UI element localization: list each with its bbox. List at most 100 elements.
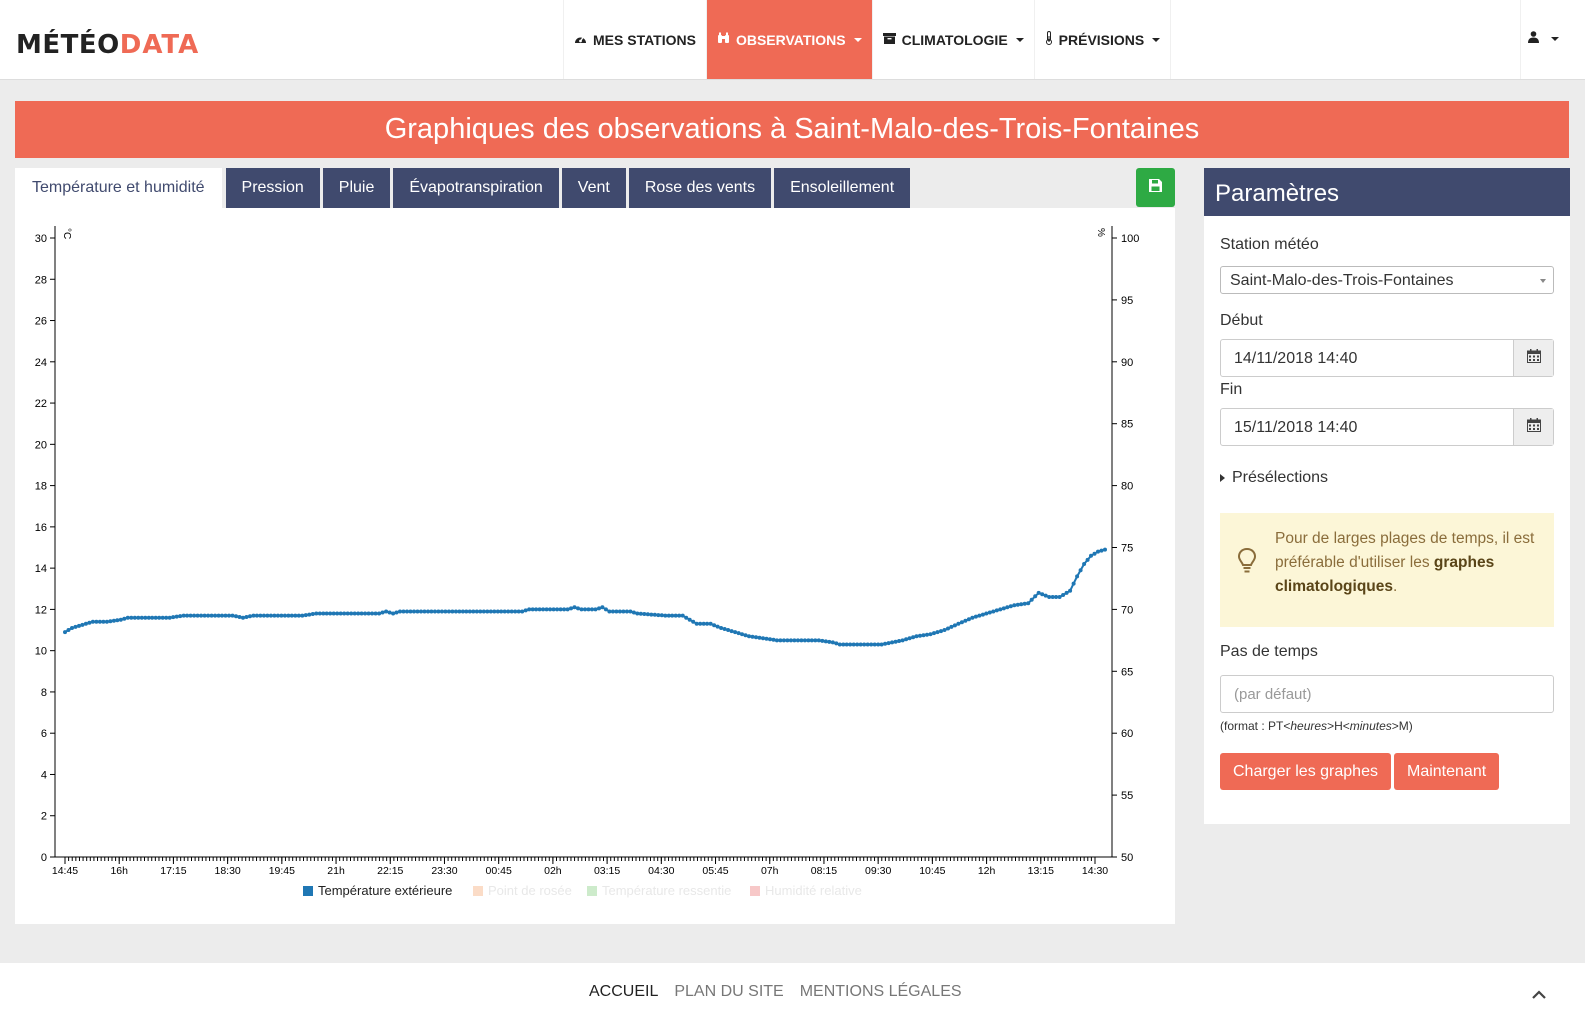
right-axis-tick-label: 75 xyxy=(1121,543,1133,555)
series-point-temperature-exterieure xyxy=(317,611,322,616)
series-point-temperature-exterieure xyxy=(234,614,238,619)
series-point-temperature-exterieure xyxy=(199,613,204,618)
series-point-temperature-exterieure xyxy=(80,622,85,627)
tab-temperature-humidite[interactable]: Température et humidité xyxy=(15,168,222,208)
preselections-toggle[interactable]: Présélections xyxy=(1220,469,1328,487)
logo[interactable]: MÉTÉODATA xyxy=(16,30,199,60)
step-input[interactable]: (par défaut) xyxy=(1220,675,1554,713)
tab-pression[interactable]: Pression xyxy=(225,168,320,208)
back-to-top-button[interactable] xyxy=(1531,987,1547,1005)
main-nav: MES STATIONS OBSERVATIONS CLIMATOLOGIE P… xyxy=(563,0,1518,79)
station-select[interactable]: Saint-Malo-des-Trois-Fontaines xyxy=(1220,266,1554,294)
series-point-temperature-exterieure xyxy=(230,613,235,618)
legend-item-humidite-relative[interactable]: Humidité relative xyxy=(750,883,862,898)
archive-icon xyxy=(882,32,896,47)
footer-link-mentions-legales[interactable]: MENTIONS LÉGALES xyxy=(799,983,962,1000)
start-calendar-button[interactable] xyxy=(1513,340,1553,376)
series-point-temperature-exterieure xyxy=(788,638,793,643)
alert-text-before: Pour de larges plages de temps, il est p… xyxy=(1275,530,1535,571)
series-point-temperature-exterieure xyxy=(813,638,818,643)
tab-pluie[interactable]: Pluie xyxy=(322,168,391,208)
series-point-temperature-exterieure xyxy=(956,621,961,626)
start-datetime-field[interactable]: 14/11/2018 14:40 xyxy=(1220,339,1554,377)
series-point-temperature-exterieure xyxy=(220,613,224,618)
save-button[interactable] xyxy=(1136,168,1175,207)
alert-link-climatology[interactable]: graphes climatologiques xyxy=(1275,554,1495,595)
series-point-temperature-exterieure xyxy=(712,623,717,628)
chevron-up-icon xyxy=(1531,987,1547,1004)
tab-rose-des-vents[interactable]: Rose des vents xyxy=(628,168,772,208)
series-point-temperature-exterieure xyxy=(87,620,92,625)
series-point-temperature-exterieure xyxy=(904,637,909,642)
series-point-temperature-exterieure xyxy=(544,607,549,612)
x-axis-tick-label: 18:30 xyxy=(214,865,240,877)
step-label: Pas de temps xyxy=(1220,643,1318,660)
series-point-temperature-exterieure xyxy=(705,621,710,626)
legend-item-point-de-rosee[interactable]: Point de rosée xyxy=(473,883,572,898)
series-point-temperature-exterieure xyxy=(164,615,169,620)
series-point-temperature-exterieure xyxy=(146,615,151,620)
series-point-temperature-exterieure xyxy=(1071,581,1076,586)
left-axis-tick-label: 4 xyxy=(41,769,47,781)
series-point-temperature-exterieure xyxy=(684,615,689,620)
right-axis-tick-label: 80 xyxy=(1121,481,1133,493)
series-point-temperature-exterieure xyxy=(597,606,601,611)
params-title: Paramètres xyxy=(1204,168,1570,216)
series-point-temperature-exterieure xyxy=(966,617,971,622)
nav-previsions[interactable]: PRÉVISIONS xyxy=(1033,0,1171,79)
series-point-temperature-exterieure xyxy=(726,628,731,632)
series-point-temperature-exterieure xyxy=(792,638,797,643)
series-point-temperature-exterieure xyxy=(900,638,905,643)
series-point-temperature-exterieure xyxy=(506,609,511,614)
user-menu[interactable] xyxy=(1527,30,1559,47)
series-point-temperature-exterieure xyxy=(296,613,301,618)
series-point-temperature-exterieure xyxy=(848,642,853,647)
end-datetime-field[interactable]: 15/11/2018 14:40 xyxy=(1220,408,1554,446)
now-button[interactable]: Maintenant xyxy=(1394,753,1500,790)
series-point-temperature-exterieure xyxy=(1096,549,1100,554)
nav-observations[interactable]: OBSERVATIONS xyxy=(705,0,872,79)
footer-link-accueil[interactable]: ACCUEIL xyxy=(589,983,659,1000)
tab-evapotranspiration[interactable]: Évapotranspiration xyxy=(393,168,559,208)
nav-label: MES STATIONS xyxy=(593,31,696,48)
series-point-temperature-exterieure xyxy=(70,626,74,630)
series-point-temperature-exterieure xyxy=(827,639,832,644)
left-axis-tick-label: 6 xyxy=(41,728,47,740)
series-point-temperature-exterieure xyxy=(925,632,929,637)
series-point-temperature-exterieure xyxy=(73,624,78,629)
station-label: Station météo xyxy=(1220,236,1319,253)
series-point-temperature-exterieure xyxy=(520,609,525,614)
series-point-temperature-exterieure xyxy=(569,606,573,611)
series-point-temperature-exterieure xyxy=(289,613,294,618)
series-point-temperature-exterieure xyxy=(251,613,256,618)
series-point-temperature-exterieure xyxy=(781,638,786,643)
legend-item-temperature-ressentie[interactable]: Température ressentie xyxy=(587,883,731,898)
series-point-temperature-exterieure xyxy=(405,609,409,614)
left-axis-tick-label: 2 xyxy=(41,811,47,823)
series-point-temperature-exterieure xyxy=(335,611,340,616)
series-point-temperature-exterieure xyxy=(356,611,361,616)
series-point-temperature-exterieure xyxy=(83,621,88,626)
footer-link-plan-du-site[interactable]: PLAN DU SITE xyxy=(674,983,784,1000)
series-point-temperature-exterieure xyxy=(227,613,231,618)
series-point-temperature-exterieure xyxy=(771,637,776,642)
tab-ensoleillement[interactable]: Ensoleillement xyxy=(774,168,911,208)
nav-mes-stations[interactable]: MES STATIONS xyxy=(563,0,706,79)
load-charts-button[interactable]: Charger les graphes xyxy=(1220,753,1391,790)
series-point-temperature-exterieure xyxy=(439,609,444,614)
tab-vent[interactable]: Vent xyxy=(561,168,626,208)
series-point-temperature-exterieure xyxy=(370,611,375,616)
series-point-temperature-exterieure xyxy=(1005,605,1010,610)
end-value: 15/11/2018 14:40 xyxy=(1234,419,1358,436)
hint-hours: heures xyxy=(1290,719,1328,733)
user-icon xyxy=(1527,30,1543,47)
series-point-temperature-exterieure xyxy=(862,642,867,647)
series-point-temperature-exterieure xyxy=(795,638,800,643)
series-point-temperature-exterieure xyxy=(391,611,396,616)
series-point-temperature-exterieure xyxy=(869,642,874,647)
end-calendar-button[interactable] xyxy=(1513,409,1553,445)
right-axis-tick-label: 50 xyxy=(1121,852,1133,864)
series-point-temperature-exterieure xyxy=(307,612,312,617)
legend-item-temperature-exterieure[interactable]: Température extérieure xyxy=(303,883,452,898)
nav-climatologie[interactable]: CLIMATOLOGIE xyxy=(871,0,1034,79)
